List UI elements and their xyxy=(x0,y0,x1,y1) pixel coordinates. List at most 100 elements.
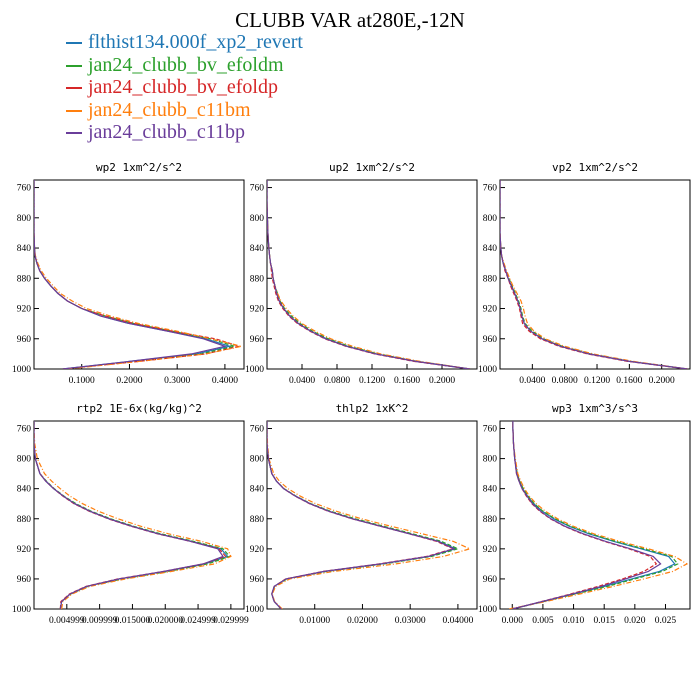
y-tick-label: 800 xyxy=(483,455,498,465)
x-tick-label: 0.02000 xyxy=(347,616,378,626)
series-line xyxy=(34,421,227,609)
series-line xyxy=(500,180,688,369)
series-line xyxy=(267,421,472,609)
y-tick-label: 1000 xyxy=(478,605,497,615)
y-tick-label: 880 xyxy=(17,274,32,284)
series-line xyxy=(267,180,471,369)
y-tick-label: 960 xyxy=(250,335,265,345)
plot-frame xyxy=(499,179,691,370)
x-tick-label: 0.010 xyxy=(563,616,585,626)
y-tick-label: 920 xyxy=(250,305,265,315)
panel-title: wp3 1xm^3/s^3 xyxy=(552,402,638,415)
x-tick-label: 0.0400 xyxy=(519,376,545,386)
x-tick-label: 0.3000 xyxy=(164,376,190,386)
legend-swatch xyxy=(66,64,82,67)
series-line xyxy=(34,180,237,369)
legend-swatch xyxy=(66,87,82,90)
x-tick-label: 0.004999 xyxy=(49,616,85,626)
x-tick-label: 0.04000 xyxy=(442,616,473,626)
y-tick-label: 920 xyxy=(483,545,498,555)
series-line xyxy=(267,421,458,609)
plot-frame xyxy=(499,420,691,610)
series-line xyxy=(34,180,228,369)
y-tick-label: 880 xyxy=(483,515,498,525)
legend-swatch xyxy=(66,42,82,45)
y-tick-label: 840 xyxy=(483,244,498,254)
y-tick-label: 920 xyxy=(483,305,498,315)
x-tick-label: 0.4000 xyxy=(212,376,238,386)
y-tick-label: 840 xyxy=(250,485,265,495)
x-tick-label: 0.029999 xyxy=(213,616,249,626)
y-tick-label: 1000 xyxy=(12,365,31,375)
x-tick-label: 0.03000 xyxy=(395,616,426,626)
y-tick-label: 880 xyxy=(250,515,265,525)
y-tick-label: 800 xyxy=(483,214,498,224)
y-tick-label: 960 xyxy=(17,575,32,585)
legend-label: jan24_clubb_c11bp xyxy=(88,121,246,143)
x-tick-label: 0.025 xyxy=(655,616,677,626)
y-tick-label: 1000 xyxy=(478,365,497,375)
series-line xyxy=(34,421,224,609)
x-tick-label: 0.2000 xyxy=(429,376,455,386)
series-line xyxy=(34,421,231,609)
x-tick-label: 0.024999 xyxy=(180,616,216,626)
series-line xyxy=(500,180,688,369)
series-line xyxy=(34,421,232,609)
legend-label: flthist134.000f_xp2_revert xyxy=(88,31,303,53)
series-line xyxy=(512,421,662,609)
x-tick-label: 0.01000 xyxy=(299,616,330,626)
y-tick-label: 1000 xyxy=(12,605,31,615)
plot-frame xyxy=(266,420,478,610)
y-tick-label: 920 xyxy=(17,545,32,555)
y-tick-label: 1000 xyxy=(245,365,264,375)
y-tick-label: 840 xyxy=(17,244,32,254)
legend-item: flthist134.000f_xp2_revert xyxy=(66,31,303,54)
series-line xyxy=(267,421,455,609)
y-tick-label: 800 xyxy=(17,455,32,465)
x-tick-label: 0.1600 xyxy=(616,376,642,386)
series-line xyxy=(500,180,688,369)
series-line xyxy=(500,180,688,369)
series-line xyxy=(509,421,689,609)
series-line xyxy=(267,180,471,369)
x-tick-label: 0.005 xyxy=(532,616,554,626)
x-tick-label: 0.0400 xyxy=(289,376,315,386)
y-tick-label: 840 xyxy=(483,485,498,495)
x-tick-label: 0.0800 xyxy=(552,376,578,386)
legend-item: jan24_clubb_c11bm xyxy=(66,99,303,122)
series-line xyxy=(34,180,242,369)
x-tick-label: 0.2000 xyxy=(649,376,675,386)
series-line xyxy=(512,421,676,609)
panel-title: up2 1xm^2/s^2 xyxy=(329,161,415,174)
legend-label: jan24_clubb_c11bm xyxy=(88,98,251,121)
series-line xyxy=(267,180,471,369)
y-tick-label: 760 xyxy=(250,184,265,194)
x-tick-label: 0.1600 xyxy=(394,376,420,386)
chart-panel: thlp2 1xK^2 760 800 840 880 920 960 1000 0.01000… xyxy=(245,402,478,626)
x-tick-label: 0.009999 xyxy=(82,616,118,626)
y-tick-label: 760 xyxy=(483,184,498,194)
chart-panel: rtp2 1E-6x(kg/kg)^2 760 800 840 880 920 960 100… xyxy=(12,402,249,626)
x-tick-label: 0.0800 xyxy=(324,376,350,386)
y-tick-label: 880 xyxy=(250,274,265,284)
x-tick-label: 0.000 xyxy=(502,616,524,626)
y-tick-label: 840 xyxy=(17,485,32,495)
y-tick-label: 800 xyxy=(250,214,265,224)
legend: flthist134.000f_xp2_revert jan24_clubb_b… xyxy=(66,31,303,144)
legend-swatch xyxy=(66,109,82,112)
plot-frame xyxy=(266,179,478,370)
y-tick-label: 960 xyxy=(250,575,265,585)
legend-item: jan24_clubb_bv_efoldp xyxy=(66,76,303,99)
x-tick-label: 0.015 xyxy=(594,616,616,626)
y-tick-label: 760 xyxy=(17,425,32,435)
plot-frame xyxy=(33,420,245,610)
x-tick-label: 0.020 xyxy=(624,616,646,626)
legend-label: jan24_clubb_bv_efoldp xyxy=(88,76,278,98)
chart-panel: vp2 1xm^2/s^2 760 800 840 880 920 960 1000 0.040… xyxy=(478,161,691,386)
x-tick-label: 0.1200 xyxy=(584,376,610,386)
chart-panel: wp3 1xm^3/s^3 760 800 840 880 920 960 1000 0.000… xyxy=(478,402,691,626)
panel-title: vp2 1xm^2/s^2 xyxy=(552,161,638,174)
chart-panel: wp2 1xm^2/s^2 760 800 840 880 920 960 1000 0.100… xyxy=(12,161,245,386)
series-line xyxy=(267,180,471,369)
